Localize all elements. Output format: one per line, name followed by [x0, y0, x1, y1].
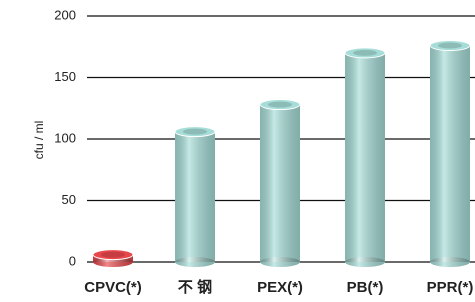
x-tick-label: 不 钢 [178, 278, 212, 296]
x-tick-label: PEX(*) [257, 279, 303, 296]
bar-shade [430, 257, 470, 267]
chart: cfu / ml 0 50 100 150 200 CPVC(*) 不 钢 PEX(*) PB(… [0, 0, 475, 302]
bar-shade [345, 53, 385, 262]
bar-shade [175, 132, 215, 262]
y-tick-label: 0 [69, 253, 76, 268]
bar-shade [175, 257, 215, 267]
y-tick-label: 200 [54, 7, 76, 22]
y-tick-label: 50 [62, 192, 76, 207]
bar-top-hole [353, 50, 377, 56]
y-axis-label: cfu / ml [32, 121, 46, 160]
bar-top-hole [268, 102, 292, 108]
y-tick-label: 150 [54, 69, 76, 84]
bar-top-hole [438, 43, 462, 49]
bar-top-hole [183, 129, 207, 135]
bar-top-hole [101, 252, 125, 258]
bar-shade [260, 105, 300, 262]
y-tick-label: 100 [54, 130, 76, 145]
x-tick-label: PPR(*) [427, 279, 474, 296]
bar-shade [260, 257, 300, 267]
x-tick-label: PB(*) [347, 279, 384, 296]
bar-shade [430, 46, 470, 262]
bar-shade [345, 257, 385, 267]
x-tick-label: CPVC(*) [84, 279, 142, 296]
